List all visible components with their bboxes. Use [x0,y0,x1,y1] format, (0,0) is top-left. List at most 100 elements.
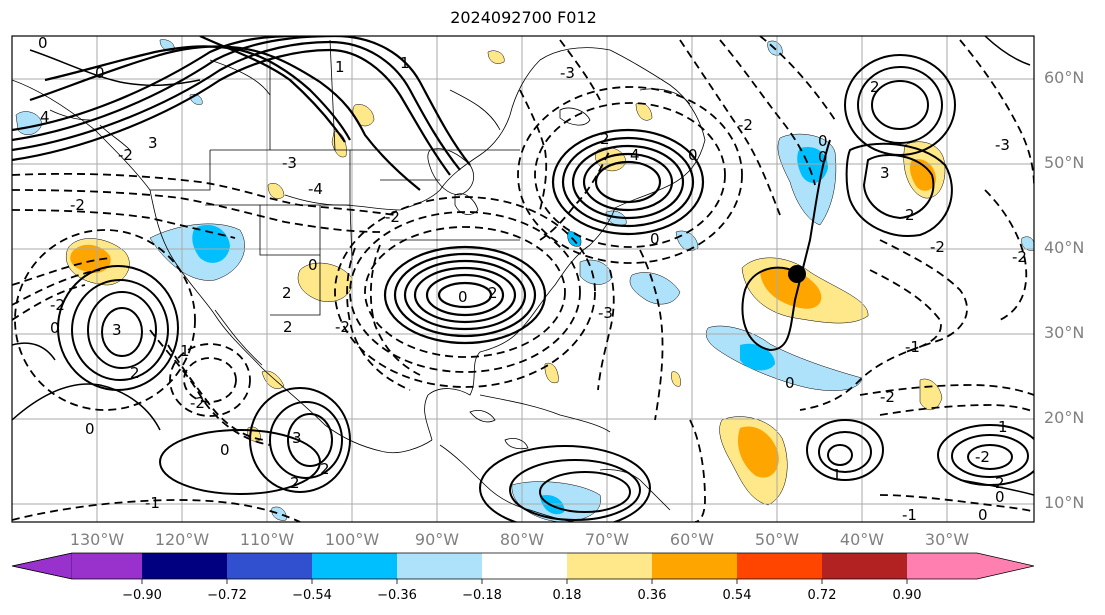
colorbar-segment [227,553,312,579]
colorbar-label: −0.36 [377,588,417,603]
map-frame [11,35,1035,523]
contour-label: 0 [650,230,660,248]
contour-label: 2 [905,206,915,224]
fill-region [544,362,559,384]
contour-label: 0 [978,506,988,524]
colorbar-segment [567,553,652,579]
colorbar-segment [397,553,482,579]
contour-label: 2 [870,78,880,96]
contour-label: -2 [1012,248,1027,266]
contour-group-high-mex [159,387,351,495]
fill-region [70,244,111,274]
contour-label: -2 [880,388,895,406]
colorbar-segment [822,553,907,579]
fill-region [919,378,943,410]
contour-label: -1 [905,338,920,356]
contour-label: 2 [320,460,330,478]
lon-label: 40°W [839,530,885,549]
fill-region [671,371,681,387]
contour-label: 2 [488,284,498,302]
lat-label: 40°N [1044,238,1085,257]
lon-label: 30°W [924,530,970,549]
contour-label: -2 [385,208,400,226]
colorbar-segment [652,553,737,579]
contour-group-low-ring-us [334,196,596,388]
lat-label: 30°N [1044,323,1085,342]
fill-region [675,230,699,251]
colorbar-label: 0.18 [552,588,582,603]
colorbar-label: 0.90 [892,588,922,603]
contour-label: -3 [560,64,575,82]
fill-region [267,182,285,199]
fill-region [909,158,936,191]
colorbar-label: −0.72 [207,588,247,603]
colorbar-label: 0.72 [807,588,837,603]
contour-group-jet [12,36,471,191]
contour-label: -2 [335,318,350,336]
contour-label: -3 [995,136,1010,154]
filled-anomaly-layer [15,39,1034,522]
colorbar-label: −0.90 [122,588,162,603]
fill-region [760,267,822,309]
colorbar [11,552,1035,584]
fill-region [740,343,775,371]
colorbar-label: −0.54 [292,588,332,603]
contour-label: -1 [145,494,160,512]
contour-label: -4 [308,180,323,198]
contour-group-high-us [383,245,547,345]
lat-label: 10°N [1044,493,1085,512]
contour-label: 2 [600,130,610,148]
fill-region [635,102,653,121]
lon-label: 50°W [754,530,800,549]
fill-region [487,50,505,64]
contour-label: -2 [118,146,133,164]
contour-group-high-pac [57,265,179,391]
storm-center-marker [788,265,806,283]
contour-label: 3 [112,321,122,339]
contour-label: -1 [902,506,917,524]
lon-label: 120°W [154,530,210,549]
lon-label: 80°W [499,530,545,549]
colorbar-label: −0.18 [462,588,502,603]
colorbar-segment [72,553,142,579]
colorbar-segment [907,553,977,579]
fill-region [1021,236,1034,251]
lon-label: 100°W [324,530,380,549]
contour-label: 0 [995,488,1005,506]
contour-layer [12,36,1034,522]
colorbar-segment [737,553,822,579]
contour-label: 2 [283,318,293,336]
contour-label: -2 [190,394,205,412]
fill-region [579,259,613,285]
fill-region [271,506,287,521]
contour-label: 0 [38,34,48,52]
contour-label: 4 [630,146,640,164]
lon-label: 90°W [414,530,460,549]
contour-label: 0 [688,146,698,164]
contour-label: 3 [148,134,158,152]
fill-region [159,39,175,51]
contour-label: 0 [50,319,60,337]
lat-label: 50°N [1044,153,1085,172]
contour-label: 2 [130,364,140,382]
contour-label: 2 [282,284,292,302]
contour-label: -3 [598,304,613,322]
contour-group-high-atl [551,128,705,236]
colorbar-label: 0.36 [637,588,667,603]
fill-region [737,426,779,478]
contour-label: 1 [998,418,1008,436]
contour-label: -2 [738,116,753,134]
lon-label: 60°W [669,530,715,549]
lat-label: 20°N [1044,408,1085,427]
contour-group-low-ring-atl [517,86,743,264]
colorbar-segment [142,553,227,579]
contour-label: 0 [818,132,828,150]
map-title: 2024092700 F012 [450,8,597,27]
contour-label: 3 [292,429,302,447]
contour-label: -2 [50,296,65,314]
contour-label: -2 [975,448,990,466]
contour-label: 0 [85,420,95,438]
contour-group-negative [12,36,1034,522]
fill-region [352,104,375,127]
